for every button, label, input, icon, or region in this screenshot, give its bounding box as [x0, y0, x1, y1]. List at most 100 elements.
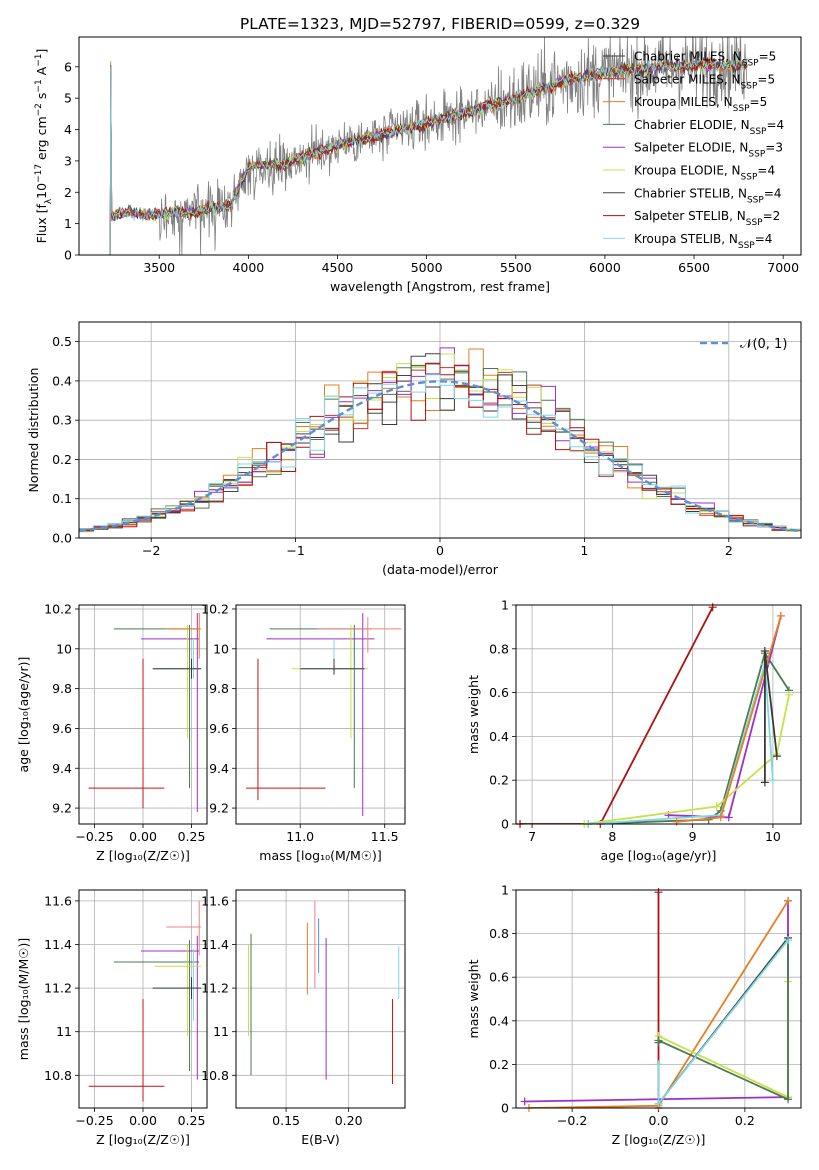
- x-axis-label: Z [log₁₀(Z/Z☉)]: [612, 1132, 706, 1147]
- mass-weight-marker: [708, 603, 717, 612]
- legend-name: Kroupa STELIB, N: [634, 232, 738, 246]
- x-tick-label: 6500: [678, 260, 710, 275]
- x-tick-label: 4500: [322, 260, 354, 275]
- x-tick-label: 11.0: [286, 829, 314, 844]
- mass-weight-line: [524, 900, 789, 1103]
- y-tick-label: 9.2: [52, 801, 72, 816]
- legend-sub: SSP: [738, 241, 755, 251]
- axes-frame: [515, 889, 802, 1109]
- axes-frame: [235, 889, 406, 1109]
- mass-weight-marker: [520, 1097, 529, 1106]
- legend-name: Chabrier STELIB, N: [634, 186, 747, 200]
- legend-name: Salpeter ELODIE, N: [634, 141, 748, 155]
- mass-weight-marker: [784, 690, 793, 699]
- y-tick-label: 11.2: [44, 981, 72, 996]
- model-series-line: [109, 57, 748, 255]
- figure-title: PLATE=1323, MJD=52797, FIBERID=0599, z=0…: [240, 15, 640, 33]
- legend-name: Salpeter MILES, N: [634, 72, 741, 86]
- legend-suffix: =5: [757, 72, 775, 86]
- age_vs_Z-axes: −0.25 0.00 0.25 9.2 9.4 9.6 9.8 10 10.2 Z [log₁₀(…: [16, 601, 207, 863]
- y-tick-label: 0.8: [489, 926, 509, 941]
- model-series-line: [109, 56, 748, 255]
- legend-name: Kroupa ELODIE, N: [634, 164, 741, 178]
- y-tick-label: 5: [64, 91, 72, 106]
- y-axis-label: Normed distribution: [26, 368, 41, 493]
- y-axis-label: mass weight: [466, 675, 481, 754]
- legend-entry: Salpeter ELODIE, NSSP=3: [634, 141, 783, 160]
- legend-entry: Kroupa STELIB, NSSP=4: [634, 232, 772, 251]
- mass-weight-marker: [716, 813, 725, 822]
- y-tick-label: 11.4: [201, 937, 229, 952]
- x-tick-label: −2: [142, 543, 160, 558]
- model-series-line: [109, 56, 748, 255]
- x-tick-label: 0.15: [272, 1113, 300, 1128]
- x-tick-label: 7000: [767, 260, 799, 275]
- legend-sub: SSP: [741, 173, 758, 183]
- y-tick-label: 10.2: [201, 601, 229, 616]
- mass-weight-marker: [724, 813, 733, 822]
- y-tick-label: 9.4: [52, 761, 72, 776]
- legend-normal-label: 𝒩(0, 1): [740, 337, 787, 352]
- y-tick-label: 0.4: [489, 1013, 509, 1028]
- y-axis-label-part: erg cm: [34, 116, 49, 164]
- y-axis-label-part: A: [34, 66, 49, 79]
- y-tick-label: 2: [64, 185, 72, 200]
- y-axis-label: age [log₁₀(age/yr)]: [16, 657, 31, 773]
- y-tick-label: 10.8: [44, 1068, 72, 1083]
- y-tick-label: 11: [213, 1024, 229, 1039]
- legend-entry: Chabrier MILES, NSSP=5: [634, 50, 776, 69]
- x-tick-label: 3500: [143, 260, 175, 275]
- y-tick-label: 3: [64, 153, 72, 168]
- x-tick-label: 0.25: [178, 829, 206, 844]
- y-axis-label: Flux [fλ10−17 erg cm−2 s−1 A−1]: [34, 49, 54, 244]
- legend-sub: SSP: [746, 218, 763, 228]
- y-tick-label: 10.8: [201, 1068, 229, 1083]
- mass-weight-marker: [772, 752, 781, 761]
- y-tick-label: 0.4: [489, 729, 509, 744]
- mass-weight-marker: [654, 888, 663, 897]
- legend-sub: SSP: [742, 59, 759, 69]
- legend-sub: SSP: [733, 104, 750, 114]
- normal-curve: [79, 380, 801, 533]
- y-tick-label: 9.8: [52, 681, 72, 696]
- y-tick-label: 4: [64, 122, 72, 137]
- legend-name: Salpeter STELIB, N: [634, 209, 746, 223]
- residuals-axes: −2 −1 0 1 2 0.0 0.1 0.2 0.3 0.4 0.5 (data-model)/er…: [26, 322, 801, 577]
- mass-weight-marker: [776, 611, 785, 620]
- legend-suffix: =2: [763, 209, 781, 223]
- residual-histogram: [79, 362, 801, 532]
- y-axis-label-part: −2: [34, 103, 44, 116]
- y-tick-label: 0.1: [52, 491, 72, 506]
- legend-sub: SSP: [748, 150, 765, 160]
- legend-suffix: =3: [765, 141, 783, 155]
- y-axis-label-part: −17: [34, 164, 44, 183]
- spectrum-axes: 3500 4000 4500 5000 5500 6000 6500 7000 0 1 2 3 4 5 6 w…: [34, 37, 799, 294]
- y-axis-label: mass weight: [466, 959, 481, 1038]
- mass-weight-marker: [784, 896, 793, 905]
- y-tick-label: 0.2: [489, 1057, 509, 1072]
- x-tick-label: −0.25: [75, 1113, 113, 1128]
- x-tick-label: 0.00: [129, 829, 157, 844]
- mass_vs_Z-axes: −0.25 0.00 0.25 10.8 11 11.2 11.4 11.6 Z [log₁₀(…: [16, 890, 207, 1147]
- y-tick-label: 1: [64, 216, 72, 231]
- x-tick-label: 1: [580, 543, 588, 558]
- y-tick-label: 9.2: [209, 801, 229, 816]
- legend-sub: SSP: [747, 195, 764, 205]
- x-tick-label: 10: [765, 829, 781, 844]
- y-axis-label-part: s: [34, 93, 49, 104]
- mass-weight-marker: [654, 1036, 663, 1045]
- cum_mass_age-axes: 7 8 9 10 0 0.2 0.4 0.6 0.8 1 age [log₁₀(age/yr)] ma…: [466, 598, 801, 863]
- x-tick-label: 0.0: [649, 1113, 669, 1128]
- x-tick-label: 11.5: [371, 829, 399, 844]
- y-tick-label: 0.3: [52, 413, 72, 428]
- legend-entry: Chabrier STELIB, NSSP=4: [634, 186, 782, 205]
- y-tick-label: 10: [213, 641, 229, 656]
- model-series-line: [109, 58, 748, 255]
- x-tick-label: 0: [436, 543, 444, 558]
- x-tick-label: 7: [528, 829, 536, 844]
- age_vs_mass-axes: 11.0 11.5 9.2 9.4 9.6 9.8 10 10.2 mass [log₁₀(M/…: [201, 601, 405, 863]
- y-tick-label: 11.6: [44, 893, 72, 908]
- mass-weight-marker: [784, 936, 793, 945]
- x-tick-label: 4000: [232, 260, 264, 275]
